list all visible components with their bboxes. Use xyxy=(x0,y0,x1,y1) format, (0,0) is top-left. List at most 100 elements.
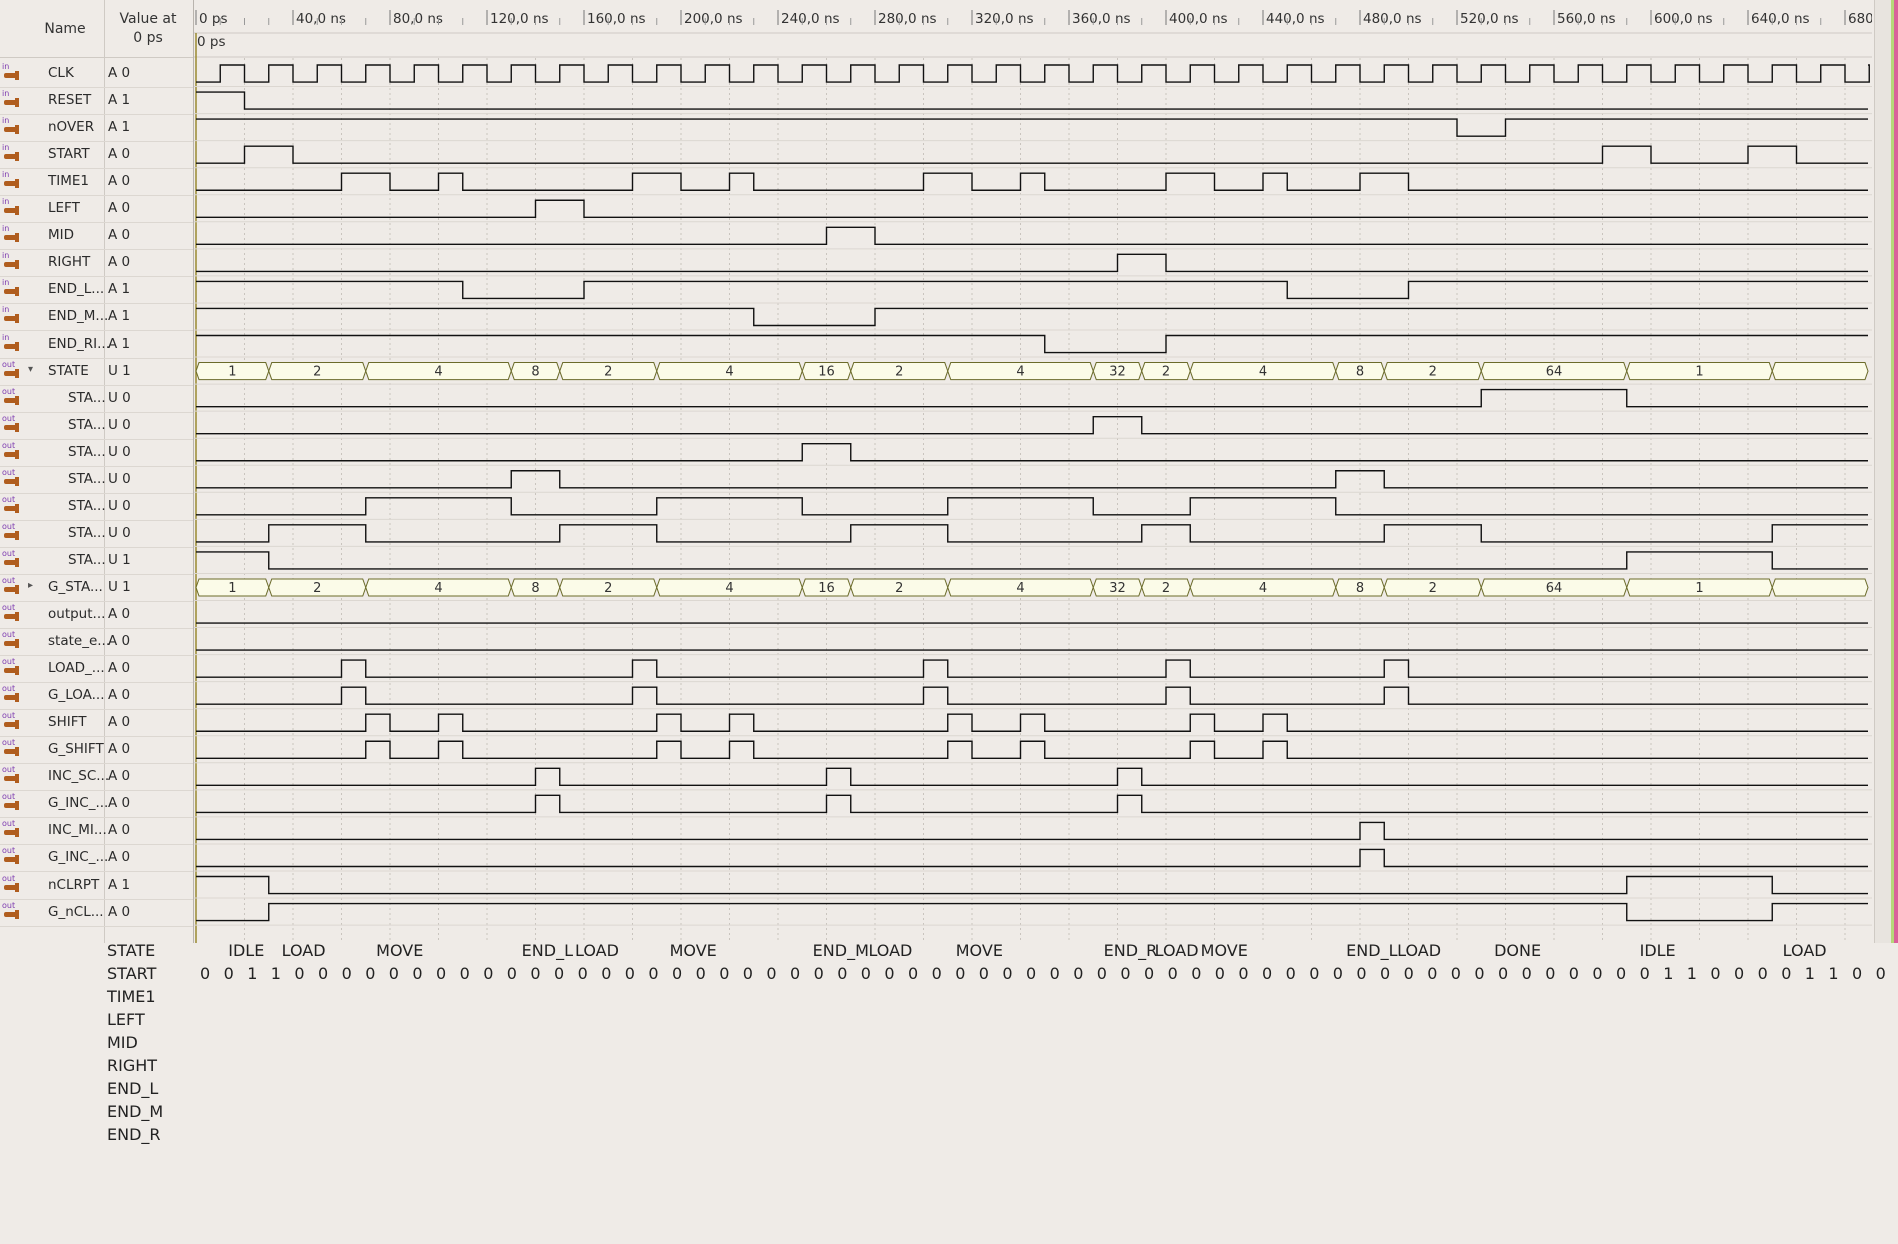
signal-name: END_RI... xyxy=(48,335,111,352)
expand-arrow-icon[interactable]: ▸ xyxy=(28,579,34,591)
pin-direction-label: out xyxy=(2,819,16,829)
waveform-panel[interactable]: 0 ps 40,0 ns 80,0 ns 120,0 ns 160,0 ns 200,0 … xyxy=(194,0,1872,943)
console-start-value: 0 xyxy=(601,964,612,983)
signal-row[interactable]: out nCLRPT A 1 xyxy=(0,872,193,900)
output-pin-icon: out xyxy=(2,522,24,541)
signal-value: A 1 xyxy=(108,92,131,109)
console-start-value: 0 xyxy=(554,964,565,983)
bus-value-label: 4 xyxy=(725,581,733,596)
console-start-value: 0 xyxy=(1592,964,1603,983)
output-pin-icon: out xyxy=(2,657,24,676)
time-tick-label: 280,0 ns xyxy=(878,11,937,27)
signal-name: CLK xyxy=(48,65,74,81)
signal-row[interactable]: out STA... U 1 xyxy=(0,547,193,575)
signal-row[interactable]: in START A 0 xyxy=(0,141,193,170)
console-start-value: 0 xyxy=(1262,964,1273,983)
signal-row[interactable]: out STA... U 0 xyxy=(0,466,193,494)
signal-row[interactable]: out STA... U 0 xyxy=(0,412,193,440)
signal-row[interactable]: out output... A 0 xyxy=(0,601,193,629)
signal-row[interactable]: out STA... U 0 xyxy=(0,493,193,521)
vertical-scrollbar[interactable] xyxy=(1874,0,1898,943)
signal-row[interactable]: in TIME1 A 0 xyxy=(0,168,193,197)
console-start-value: 0 xyxy=(1616,964,1627,983)
console-start-value: 0 xyxy=(1852,964,1863,983)
output-pin-icon: out xyxy=(2,495,24,514)
console-start-value: 0 xyxy=(790,964,801,983)
console-start-value: 0 xyxy=(1380,964,1391,983)
bus-value-label: 8 xyxy=(531,365,539,380)
signal-row[interactable]: out INC_SC... A 0 xyxy=(0,763,193,792)
signal-name: END_M... xyxy=(48,308,109,325)
signal-value: A 0 xyxy=(108,768,131,785)
signal-row[interactable]: in MID A 0 xyxy=(0,222,193,251)
signal-value: A 0 xyxy=(108,849,131,866)
bit-waveform xyxy=(196,172,1868,191)
signal-row[interactable]: out G_nCL... A 0 xyxy=(0,899,193,927)
signal-row[interactable]: out ▾ STATE U 1 xyxy=(0,358,193,386)
time-tick-label: 0 ps xyxy=(199,11,227,27)
bit-waveform xyxy=(196,334,1868,354)
bus-value-label: 4 xyxy=(725,365,733,380)
console-start-value: 0 xyxy=(1639,964,1650,983)
output-pin-icon: out xyxy=(2,548,24,568)
output-pin-icon: out xyxy=(2,819,24,838)
bit-waveform xyxy=(196,767,1868,787)
signal-row[interactable]: in RIGHT A 0 xyxy=(0,249,193,278)
console-start-value: 0 xyxy=(908,964,919,983)
signal-row[interactable]: out G_SHIFT A 0 xyxy=(0,736,193,765)
output-pin-icon: out xyxy=(2,901,24,920)
console-start-value: 0 xyxy=(506,964,517,983)
signal-row[interactable]: in LEFT A 0 xyxy=(0,195,193,224)
pin-direction-label: out xyxy=(2,684,16,694)
signal-row[interactable]: out SHIFT A 0 xyxy=(0,709,193,738)
signal-row[interactable]: in END_M... A 1 xyxy=(0,303,193,332)
signal-name: STA... xyxy=(68,416,106,433)
signal-value: U 0 xyxy=(108,524,131,541)
signal-name: nOVER xyxy=(48,119,95,136)
signal-row[interactable]: in nOVER A 1 xyxy=(0,114,193,143)
signal-row[interactable]: in END_L... A 1 xyxy=(0,276,193,305)
signal-row[interactable]: out ▸ G_STA... U 1 xyxy=(0,574,193,602)
signal-value: U 0 xyxy=(108,470,131,487)
console-signal-label: MID xyxy=(107,1033,138,1052)
bit-waveform xyxy=(196,199,1868,219)
name-column-header[interactable]: Name xyxy=(26,0,105,57)
output-pin-icon: out xyxy=(2,386,24,406)
signal-row[interactable]: in END_RI... A 1 xyxy=(0,331,193,359)
signal-name: G_LOA... xyxy=(48,687,105,704)
console-start-value: 0 xyxy=(223,964,234,983)
bit-waveform xyxy=(196,253,1868,273)
bit-waveform xyxy=(196,551,1868,570)
console-state-word: END_L xyxy=(521,941,573,960)
signal-row[interactable]: out LOAD_... A 0 xyxy=(0,655,193,684)
signal-row[interactable]: out G_INC_... A 0 xyxy=(0,790,193,819)
signal-row[interactable]: out STA... U 0 xyxy=(0,385,193,413)
waveform-canvas[interactable]: 0 ps 40,0 ns 80,0 ns 120,0 ns 160,0 ns 200,0 … xyxy=(194,0,1872,943)
signal-row[interactable]: out G_INC_... A 0 xyxy=(0,844,193,873)
signal-row[interactable]: out STA... U 0 xyxy=(0,439,193,467)
console-start-value: 0 xyxy=(483,964,494,983)
console-state-word: MOVE xyxy=(376,941,424,960)
pin-direction-label: in xyxy=(2,278,10,288)
signal-name: START xyxy=(48,146,90,163)
signal-row[interactable]: in CLK A 0 xyxy=(0,60,193,88)
pin-direction-label: out xyxy=(2,386,16,396)
console-start-value: 0 xyxy=(1214,964,1225,983)
console-start-value: 0 xyxy=(318,964,329,983)
pin-direction-label: in xyxy=(2,224,10,234)
signal-row[interactable]: out state_e... A 0 xyxy=(0,628,193,657)
value-column-header[interactable]: Value at 0 ps xyxy=(104,0,192,57)
console-start-value: 0 xyxy=(884,964,895,983)
collapse-arrow-icon[interactable]: ▾ xyxy=(28,363,34,375)
input-pin-icon: in xyxy=(2,251,24,270)
column-divider[interactable] xyxy=(104,0,105,943)
signal-row[interactable]: out INC_MI... A 0 xyxy=(0,817,193,846)
pin-direction-label: out xyxy=(2,548,16,558)
console-start-value: 0 xyxy=(1096,964,1107,983)
signal-row[interactable]: out G_LOA... A 0 xyxy=(0,682,193,711)
signal-row[interactable]: in RESET A 1 xyxy=(0,87,193,116)
bit-waveform xyxy=(196,415,1868,435)
pin-direction-label: out xyxy=(2,657,16,667)
scroll-thumb[interactable] xyxy=(1894,0,1898,943)
signal-row[interactable]: out STA... U 0 xyxy=(0,520,193,548)
